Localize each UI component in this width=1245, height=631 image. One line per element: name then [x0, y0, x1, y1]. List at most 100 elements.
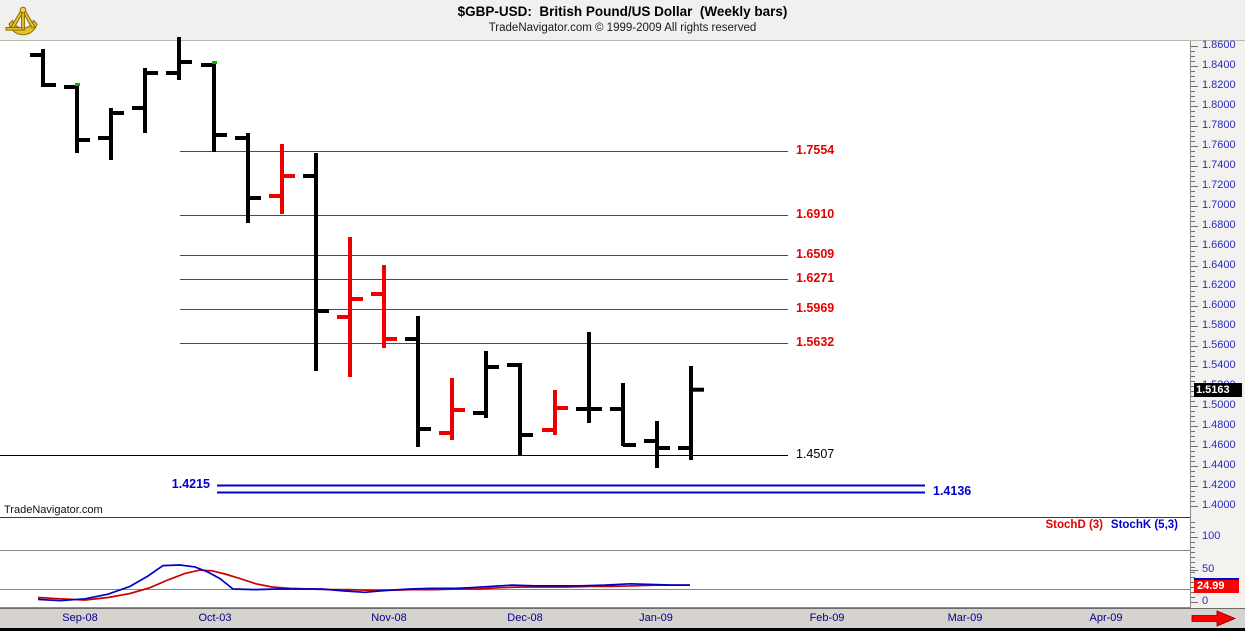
stoch-axis-tick: [1191, 567, 1195, 568]
ohlc-bar: [450, 378, 454, 440]
price-axis-tick: [1191, 491, 1195, 492]
price-axis-tick: [1191, 146, 1198, 147]
stoch-axis-tick: [1191, 532, 1195, 533]
stoch-axis-tick: [1191, 557, 1195, 558]
ohlc-bar: [212, 63, 216, 152]
ohlc-open-tick: [542, 428, 555, 432]
ohlc-open-tick: [30, 53, 43, 57]
ohlc-open-tick: [337, 315, 350, 319]
stoch-d-legend: StochD (3): [1045, 519, 1104, 531]
level-label: 1.7554: [796, 142, 835, 157]
price-axis-tick: [1191, 406, 1198, 407]
price-axis-tick: [1191, 451, 1195, 452]
stoch-axis-tick: [1191, 562, 1195, 563]
price-axis-tick: [1191, 81, 1195, 82]
stoch-axis-label: 0: [1202, 595, 1209, 607]
date-label: Jan-09: [639, 612, 673, 624]
price-axis-tick: [1191, 131, 1195, 132]
stoch-axis-label: 50: [1202, 563, 1215, 575]
price-axis-tick: [1191, 96, 1195, 97]
price-axis-label: 1.5000: [1202, 399, 1236, 411]
stoch-axis-tick: [1191, 552, 1195, 553]
ohlc-close-tick: [282, 174, 295, 178]
price-axis-tick: [1191, 486, 1198, 487]
ohlc-open-tick: [644, 439, 657, 443]
ohlc-open-tick: [507, 363, 520, 367]
price-axis-tick: [1191, 301, 1195, 302]
ohlc-close-tick: [657, 446, 670, 450]
date-label: Mar-09: [947, 612, 983, 624]
stoch-axis-tick-major: [1191, 602, 1198, 603]
level-label: 1.4507: [796, 447, 835, 462]
ohlc-close-tick: [520, 433, 533, 437]
price-axis-label: 1.4400: [1202, 459, 1236, 471]
date-label: Nov-08: [371, 612, 407, 624]
price-axis-tick: [1191, 461, 1195, 462]
price-axis-tick: [1191, 241, 1195, 242]
ohlc-bar: [689, 366, 693, 460]
ohlc-close-tick: [316, 309, 329, 313]
ohlc-bar: [246, 133, 250, 223]
ohlc-close-tick: [248, 196, 261, 200]
trade-navigator-logo-icon: [5, 6, 38, 36]
price-axis-tick: [1191, 111, 1195, 112]
price-axis-tick: [1191, 271, 1195, 272]
price-axis-label: 1.5800: [1202, 319, 1236, 331]
price-axis-tick: [1191, 361, 1195, 362]
price-axis-tick: [1191, 346, 1198, 347]
price-axis-tick: [1191, 171, 1195, 172]
stoch-axis-tick-major: [1191, 537, 1198, 538]
price-axis-tick: [1191, 136, 1195, 137]
stoch-axis-tick: [1191, 577, 1195, 578]
price-axis: 1.8600 1.8400 1.8200 1.8000 1.7800 1.7600 1.74…: [1190, 39, 1245, 631]
price-axis-tick: [1191, 371, 1195, 372]
ohlc-open-tick: [439, 431, 452, 435]
price-axis-tick: [1191, 311, 1195, 312]
price-axis-tick: [1191, 476, 1195, 477]
ohlc-close-tick: [691, 387, 704, 392]
price-axis-tick: [1191, 441, 1195, 442]
price-axis-tick: [1191, 316, 1195, 317]
price-axis-tick: [1191, 151, 1195, 152]
price-axis-tick: [1191, 501, 1195, 502]
price-axis-tick: [1191, 181, 1195, 182]
ohlc-open-tick: [473, 411, 486, 415]
price-axis-tick: [1191, 336, 1195, 337]
price-axis-tick: [1191, 481, 1195, 482]
ohlc-close-tick: [179, 60, 192, 64]
price-axis-tick: [1191, 281, 1195, 282]
price-axis-tick: [1191, 51, 1195, 52]
price-axis-tick: [1191, 261, 1195, 262]
price-axis-label: 1.4800: [1202, 419, 1236, 431]
price-axis-tick: [1191, 446, 1198, 447]
ohlc-close-tick: [111, 111, 124, 115]
ohlc-bar: [314, 153, 318, 371]
bottom-border-bar: [0, 628, 1245, 631]
stoch-axis-tick: [1191, 592, 1195, 593]
price-axis-tick: [1191, 381, 1195, 382]
ohlc-open-tick: [371, 292, 384, 296]
price-axis-tick: [1191, 121, 1195, 122]
price-axis-tick: [1191, 156, 1195, 157]
price-axis-tick: [1191, 471, 1195, 472]
ohlc-close-tick: [418, 427, 431, 431]
price-stoch-divider: [0, 517, 1190, 518]
date-label: Apr-09: [1089, 612, 1123, 624]
price-axis-tick: [1191, 351, 1195, 352]
ohlc-bar: [416, 316, 420, 447]
price-axis-tick: [1191, 246, 1198, 247]
price-axis-label: 1.8200: [1202, 79, 1236, 91]
stoch-axis-tick-major: [1191, 570, 1198, 571]
price-axis-tick: [1191, 466, 1198, 467]
stoch-axis-tick: [1191, 527, 1195, 528]
ohlc-bar: [655, 421, 659, 468]
scroll-right-arrow-icon[interactable]: [1191, 610, 1237, 627]
price-axis-tick: [1191, 326, 1198, 327]
green-dot: [212, 61, 217, 64]
price-axis-tick: [1191, 216, 1195, 217]
price-axis-tick: [1191, 396, 1195, 397]
price-axis-tick: [1191, 141, 1195, 142]
ohlc-bar: [621, 383, 625, 446]
price-axis-label: 1.6600: [1202, 239, 1236, 251]
price-axis-label: 1.4200: [1202, 479, 1236, 491]
